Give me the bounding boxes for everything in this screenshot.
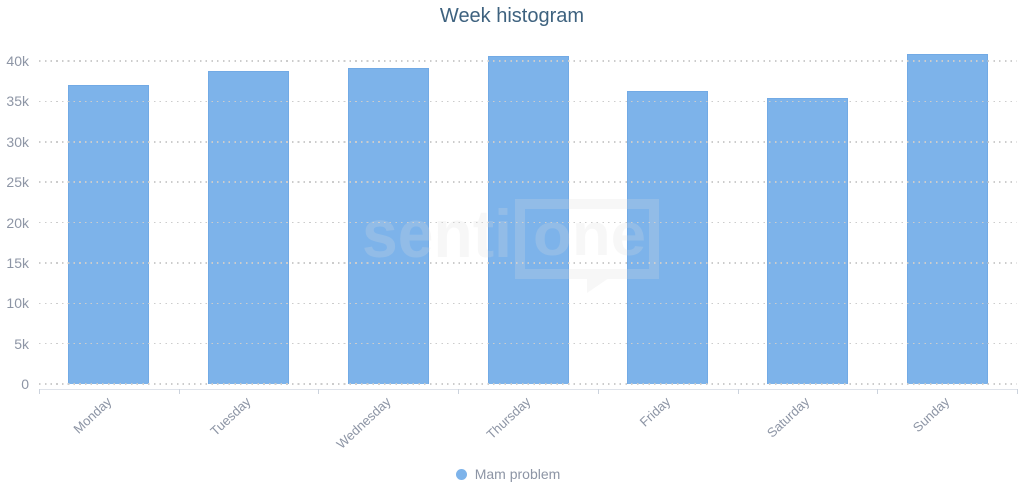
watermark-text-senti: senti (362, 196, 512, 272)
gridline-15k (39, 262, 1017, 264)
gridline-40k (39, 60, 1017, 62)
y-axis-label-0: 0 (21, 376, 29, 392)
chart-title: Week histogram (439, 5, 585, 27)
x-axis-tick (737, 389, 739, 394)
y-axis-label-30k: 30k (6, 133, 29, 150)
y-axis-label-20k: 20k (6, 214, 29, 231)
gridline-10k (39, 302, 1017, 304)
legend-label: Mam problem (474, 466, 561, 482)
gridline-35k (39, 100, 1017, 103)
gridline-0 (39, 383, 1017, 385)
bar-saturday[interactable] (766, 98, 848, 384)
gridline-25k (39, 181, 1017, 183)
bar-monday[interactable] (68, 84, 150, 384)
watermark-bubble-tail (587, 276, 612, 293)
y-axis-label-35k: 35k (6, 93, 29, 110)
x-axis-tick (318, 389, 320, 394)
bar-sunday[interactable] (906, 53, 988, 384)
watermark-text-one: one (533, 201, 646, 268)
bar-friday[interactable] (627, 91, 709, 384)
y-axis-label-5k: 5k (14, 335, 29, 352)
gridline-20k (39, 221, 1017, 224)
y-axis-label-25k: 25k (6, 174, 29, 191)
x-axis-tick (1017, 389, 1018, 394)
x-axis-line (39, 389, 1017, 390)
x-axis-tick (877, 389, 879, 394)
x-axis-tick (597, 389, 599, 394)
x-axis-tick (178, 389, 180, 394)
gridline-5k (39, 342, 1017, 345)
bar-tuesday[interactable] (208, 70, 290, 384)
legend-item[interactable]: Mam problem (0, 465, 1020, 484)
x-axis-tick (39, 389, 40, 394)
y-axis-label-15k: 15k (6, 254, 29, 271)
bar-thursday[interactable] (487, 55, 569, 384)
bar-wednesday[interactable] (347, 67, 429, 384)
y-axis-label-10k: 10k (6, 295, 29, 312)
legend-marker-icon (455, 469, 467, 480)
watermark-bubble (515, 199, 659, 279)
x-axis-tick (458, 389, 460, 394)
gridline-30k (39, 141, 1017, 143)
y-axis-label-40k: 40k (6, 53, 29, 69)
